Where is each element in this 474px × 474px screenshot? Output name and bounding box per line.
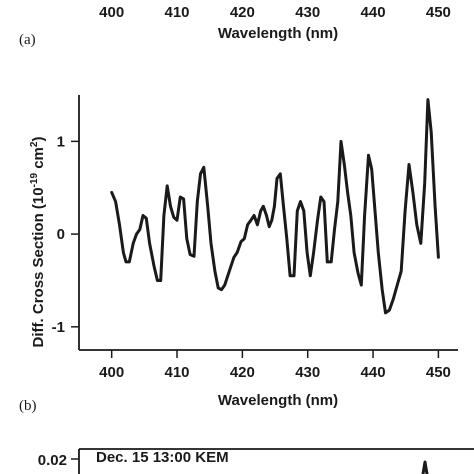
y-ticks: -1 0 1 [52,133,79,336]
x-tick-label: 400 [99,364,124,381]
top-panel: 400 410 420 430 440 450 Wavelength (nm) (a) [19,4,451,48]
y-label-part-3: ) [30,137,47,142]
y-label-exponent: -19 [29,173,40,188]
x-ticks: 400 410 420 430 440 450 [99,350,451,381]
bottom-y-tick-label: 0.02 [38,452,67,469]
bottom-panel: 0.02 Dec. 15 13:00 KEM [38,448,474,474]
top-x-axis-label: Wavelength (nm) [218,25,338,42]
top-x-tick-label: 430 [295,4,320,21]
y-tick-label: 1 [57,133,65,150]
panel-label-b: (b) [19,398,37,414]
series-line [110,98,440,315]
y-label-part-1: Diff. Cross Section (10 [30,187,47,347]
top-x-tick-label: 400 [99,4,124,21]
main-chart: 400 410 420 430 440 450 -101 Wavelength (nm) … [19,95,458,414]
bottom-series-line [421,460,429,474]
top-x-tick-label: 410 [165,4,190,21]
top-x-tick-label: 450 [426,4,451,21]
x-axis-label: Wavelength (nm) [218,392,338,409]
y-label-part-2: cm [30,147,47,173]
top-x-tick-label: 440 [361,4,386,21]
y-tick-label: 0 [57,226,65,243]
x-tick-label: 420 [230,364,255,381]
panel-label-a: (a) [19,32,36,48]
x-tick-label: 430 [295,364,320,381]
y-label-unit-exponent: 2 [29,141,40,147]
x-tick-label: 410 [165,364,190,381]
y-tick-label: -1 [52,319,65,336]
top-x-tick-label: 420 [230,4,255,21]
top-x-tick-labels: 400 410 420 430 440 450 [99,4,451,21]
bottom-annotation: Dec. 15 13:00 KEM [96,449,229,466]
x-tick-label: 440 [361,364,386,381]
y-axis-label: Diff. Cross Section (10-19 cm2) [29,137,47,348]
x-tick-label: 450 [426,364,451,381]
